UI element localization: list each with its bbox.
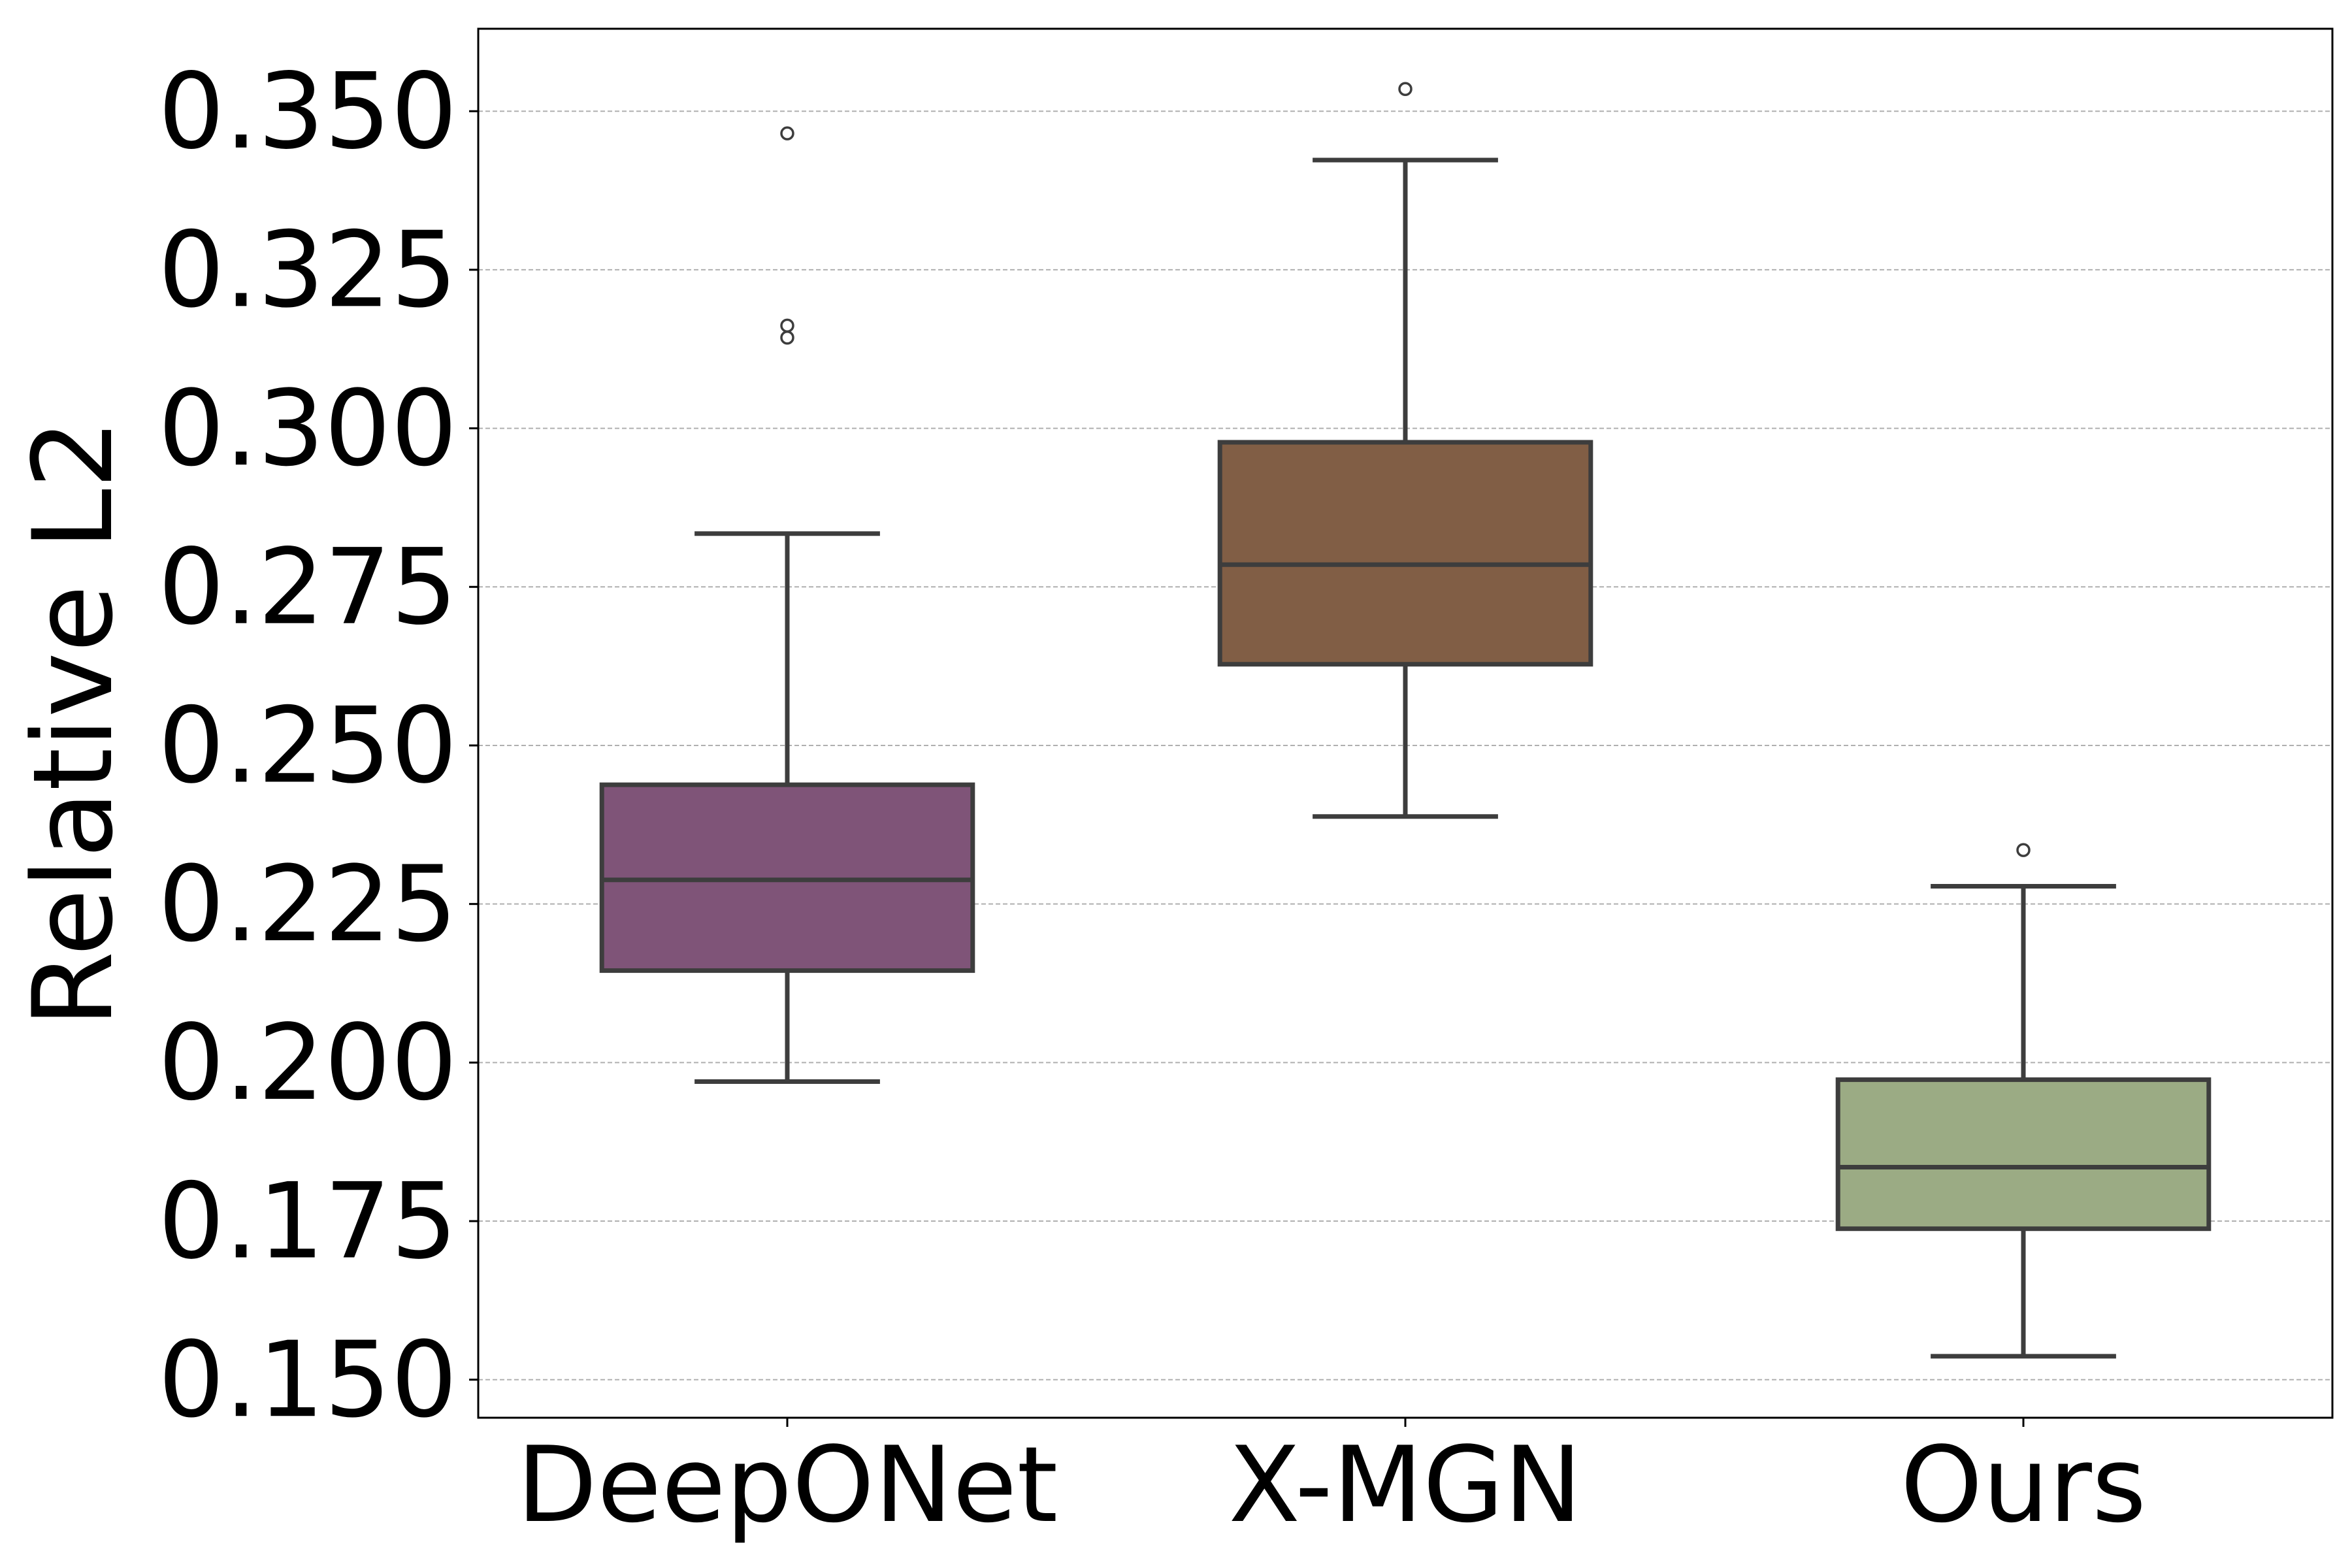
x-tick-label: X-MGN [1228,1424,1582,1546]
x-tick-label: Ours [1901,1424,2146,1546]
y-tick-label: 0.250 [158,684,457,806]
outlier-point [2016,843,2031,857]
y-tick-label: 0.325 [158,208,457,331]
y-axis-title: Relative L2 [9,419,137,1027]
ticks: 0.150 0.175 0.200 0.225 0.250 0.275 0.300 0.325… [158,50,2146,1546]
y-tick-label: 0.350 [158,50,457,172]
y-tick-label: 0.175 [158,1160,457,1282]
y-tick-label: 0.200 [158,1002,457,1124]
outlier-point [780,331,794,345]
y-tick-label: 0.225 [158,843,457,965]
y-tick-label: 0.275 [158,526,457,648]
y-tick-label: 0.150 [158,1318,457,1441]
x-tick-label: DeepONet [517,1424,1058,1546]
box-group-deeponet [599,126,975,1084]
box-group-ours [1835,843,2212,1359]
iqr-box [1217,440,1593,667]
outlier-point [1398,82,1413,96]
boxes [599,82,2212,1359]
iqr-box [1835,1077,2212,1232]
outlier-point [780,126,794,140]
box-group-x-mgn [1217,82,1593,819]
y-tick-label: 0.300 [158,367,457,489]
